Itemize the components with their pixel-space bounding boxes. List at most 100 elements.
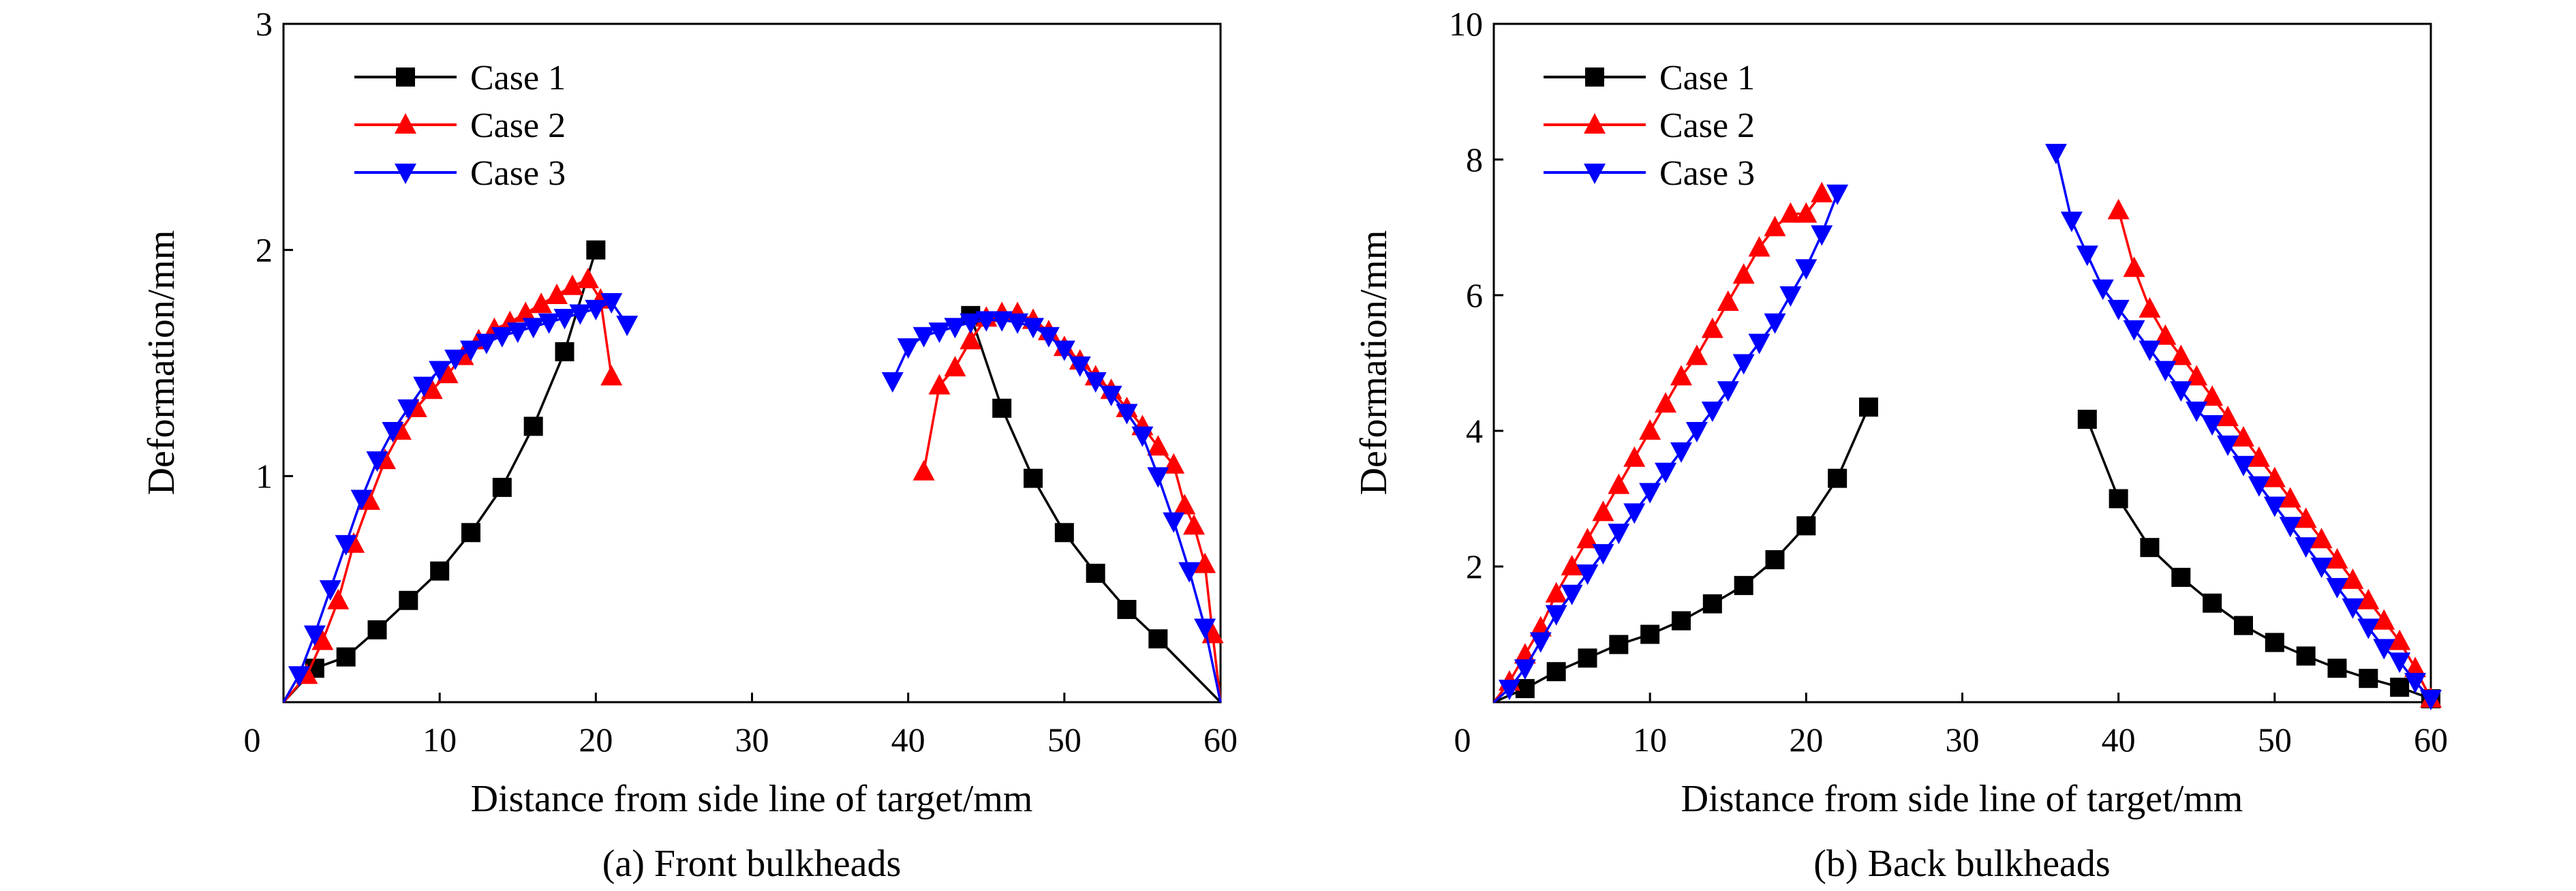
data-point [429,361,451,382]
legend: Case 1 Case 2 Case 3 [354,59,566,193]
data-point [1717,381,1739,402]
data-point [2123,256,2145,277]
legend-marker [1584,113,1606,134]
data-point [561,274,583,295]
legend-item: Case 1 [1544,59,1755,97]
y-tick-label: 6 [1466,276,1483,314]
data-point [616,316,639,337]
y-tick-label: 2 [256,231,273,269]
data-point [1609,635,1629,654]
data-point [1685,422,1708,442]
data-point [2263,466,2286,487]
data-point [2186,365,2208,386]
data-point [530,292,553,314]
data-point [2140,538,2160,558]
axis-ticks [1494,158,2276,702]
data-point [1148,629,1168,649]
data-point [1748,333,1770,354]
data-point [928,322,951,344]
data-point [1795,259,1818,280]
data-point [491,327,513,348]
x-tick-label: 50 [2258,721,2292,759]
data-point [1194,552,1216,573]
data-point [1183,514,1206,535]
data-point [430,561,450,581]
data-point [1498,680,1520,701]
data-point [1732,354,1755,375]
data-point [1546,662,1566,682]
data-point [2154,324,2177,345]
data-point [1685,344,1708,365]
data-point [1811,181,1833,202]
data-point [1701,402,1723,423]
data-point [1194,618,1216,639]
series-layer [282,240,1224,704]
data-point [1116,404,1138,425]
data-point [1024,468,1043,488]
data-point [1655,392,1677,413]
data-point [311,629,334,650]
legend-marker [395,164,416,184]
data-point [2077,410,2097,429]
data-point [2123,320,2145,341]
data-point [2170,381,2192,402]
data-point [2060,211,2083,232]
data-point [1147,467,1169,488]
series-case-3 [282,292,1222,703]
y-tick-labels: 1 2 3 [256,5,273,495]
data-point [2186,402,2208,423]
x-tick-label: 10 [1633,721,1667,759]
data-point [2248,446,2270,467]
data-point [1811,225,1833,246]
data-point [461,523,480,543]
data-point [600,365,623,386]
data-point [1545,582,1567,603]
data-point [2295,537,2317,558]
y-tick-label: 1 [256,457,273,495]
data-point [2373,609,2395,630]
data-point [1147,435,1169,456]
x-tick-label: 20 [1789,721,1823,759]
x-tick-label: 20 [579,721,613,759]
data-point [1037,327,1060,348]
data-point [881,372,904,393]
data-point [1764,313,1786,334]
data-point [2201,385,2224,406]
data-point [2357,588,2380,609]
data-point [1779,286,1802,307]
legend-label: Case 3 [470,154,566,193]
data-point [399,590,418,610]
legend-label: Case 1 [470,59,566,97]
data-point [538,313,560,334]
data-point [1592,500,1614,522]
data-point [555,342,574,361]
data-point [2326,548,2348,569]
data-point [420,378,443,399]
chart-panel-front-bulkheads: 10 20 30 40 50 60 1 2 3 0 Case 1 Case 2 Case 3 Di… [140,5,1238,885]
data-point [2201,415,2224,436]
legend-marker [1584,164,1606,184]
data-point [1054,523,1074,543]
x-tick-label: 30 [1946,721,1980,759]
data-point [460,340,482,361]
data-point [327,588,350,609]
data-point [2109,489,2128,509]
series-layer [1492,144,2442,711]
data-point [913,327,935,348]
legend-label: Case 1 [1659,59,1755,97]
data-point [1529,632,1552,653]
data-point [553,309,576,330]
data-point [288,666,310,687]
legend-label: Case 2 [470,106,566,145]
x-tick-label: 30 [735,721,769,759]
data-point [1826,184,1849,205]
data-point [1639,419,1661,440]
legend-label: Case 2 [1659,106,1755,145]
series-line [922,312,1222,703]
data-point [586,240,606,260]
data-point [2233,455,2254,477]
data-point [960,313,982,334]
data-point [1608,524,1630,545]
data-point [2265,633,2284,652]
data-point [2248,476,2270,497]
